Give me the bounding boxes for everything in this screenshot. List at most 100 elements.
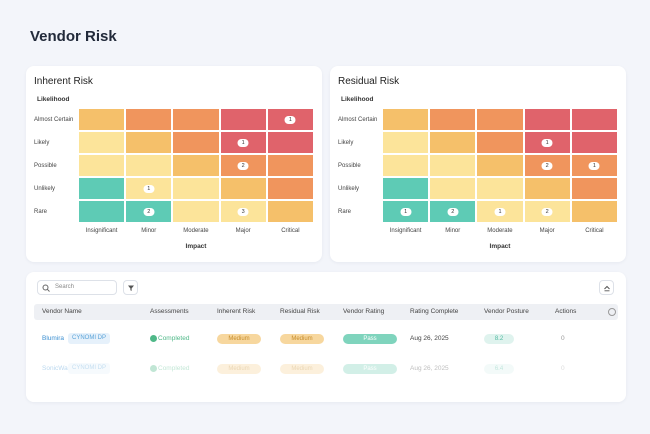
column-label: Insignificant	[389, 228, 422, 234]
search-box[interactable]: Search	[37, 280, 117, 295]
heatmap-cell	[382, 108, 430, 131]
heatmap-panel: Inherent Risk Likelihood Almost Certain 1 Li…	[26, 66, 322, 262]
row-label: Almost Certain	[338, 116, 378, 123]
x-axis-label: Impact	[185, 243, 207, 250]
heatmap-cell	[78, 177, 126, 200]
x-axis-label: Impact	[489, 243, 511, 250]
heatmap-cell	[266, 177, 314, 200]
heatmap-cell	[429, 154, 477, 177]
heatmap-cell	[382, 131, 430, 154]
heatmap-cell	[382, 177, 430, 200]
vendor-name[interactable]: SonicWall	[42, 365, 71, 372]
filter-icon	[128, 285, 134, 291]
count-badge: 2	[541, 207, 553, 216]
panel-title: Inherent Risk	[34, 76, 93, 87]
heatmap-cell	[476, 177, 524, 200]
collapse-button[interactable]	[599, 280, 614, 295]
row-label: Rare	[338, 208, 352, 215]
heatmap-cell	[476, 154, 524, 177]
row-label: Rare	[34, 208, 48, 215]
column-header: Vendor Rating	[343, 308, 385, 315]
heatmap-cell: 1	[523, 131, 571, 154]
vendor-posture-pill: 8.2	[484, 334, 514, 344]
vendor-tag: CYNOMI DP	[68, 363, 111, 374]
table-header: Vendor Name Assessments Inherent Risk Resid…	[34, 304, 618, 320]
heatmap-cell: 3	[219, 200, 267, 223]
vendor-rating-pill: Pass	[343, 334, 397, 344]
heatmap-cell	[570, 177, 618, 200]
heatmap-cell: 1	[476, 200, 524, 223]
assessment-status: Completed	[158, 365, 190, 372]
add-column-button[interactable]	[608, 308, 616, 316]
table-row: SonicWall CYNOMI DP Completed Medium Medium P…	[34, 360, 618, 378]
column-label: Moderate	[487, 228, 513, 234]
count-badge: 2	[237, 161, 249, 170]
collapse-icon	[604, 285, 610, 292]
row-label: Unlikely	[338, 185, 360, 192]
heatmap-cell: 1	[125, 177, 173, 200]
column-label: Critical	[585, 228, 604, 234]
inherent-risk-pill: Medium	[217, 364, 261, 374]
vendor-posture-pill: 6.4	[484, 364, 514, 374]
count-badge: 1	[143, 184, 155, 193]
heatmap-cell: 1	[266, 108, 314, 131]
actions-count[interactable]: 0	[561, 365, 565, 372]
vendor-rating-pill: Pass	[343, 364, 397, 374]
heatmap-cell	[429, 108, 477, 131]
count-badge: 2	[447, 207, 459, 216]
vendor-tag: CYNOMI DP	[68, 333, 111, 344]
heatmap-cell	[125, 108, 173, 131]
heatmap-cell	[429, 131, 477, 154]
search-icon	[42, 284, 50, 292]
filter-button[interactable]	[123, 280, 138, 295]
heatmap-cell	[172, 177, 220, 200]
row-label: Almost Certain	[34, 116, 74, 123]
column-header: Rating Complete	[410, 308, 459, 315]
heatmap-cell	[429, 177, 477, 200]
heatmap-cell	[523, 177, 571, 200]
heatmap-cell	[476, 131, 524, 154]
y-axis-label: Likelihood	[341, 96, 374, 103]
heatmap-cell	[523, 108, 571, 131]
actions-count[interactable]: 0	[561, 335, 565, 342]
column-label: Minor	[445, 228, 461, 234]
column-label: Insignificant	[85, 228, 118, 234]
column-header: Residual Risk	[280, 308, 320, 315]
heatmap-cell: 2	[429, 200, 477, 223]
heatmap-cell	[172, 154, 220, 177]
column-header: Inherent Risk	[217, 308, 256, 315]
count-badge: 1	[588, 161, 600, 170]
heatmap-cell: 2	[125, 200, 173, 223]
column-label: Major	[235, 228, 251, 234]
heatmap-cell	[476, 108, 524, 131]
column-label: Moderate	[183, 228, 209, 234]
heatmap-cell	[78, 108, 126, 131]
status-icon	[150, 335, 157, 342]
count-badge: 2	[541, 161, 553, 170]
heatmap-cell	[570, 108, 618, 131]
heatmap-cell	[382, 154, 430, 177]
count-badge: 1	[494, 207, 506, 216]
column-label: Critical	[281, 228, 300, 234]
heatmap-cell: 2	[523, 154, 571, 177]
heatmap-cell: 1	[382, 200, 430, 223]
heatmap-panel: Residual Risk Likelihood Almost Certain Lik…	[330, 66, 626, 262]
residual-risk-pill: Medium	[280, 364, 324, 374]
heatmap-cell	[570, 200, 618, 223]
heatmap-cell: 1	[570, 154, 618, 177]
heatmap-cell	[78, 131, 126, 154]
column-header: Vendor Name	[42, 308, 82, 315]
fade-overlay	[26, 372, 626, 402]
count-badge: 2	[143, 207, 155, 216]
heatmap-cell	[125, 154, 173, 177]
row-label: Likely	[338, 139, 354, 146]
y-axis-label: Likelihood	[37, 96, 70, 103]
vendor-name[interactable]: Blumira	[42, 335, 65, 342]
row-label: Unlikely	[34, 185, 56, 192]
count-badge: 1	[541, 138, 553, 147]
count-badge: 3	[237, 207, 249, 216]
inherent-risk-pill: Medium	[217, 334, 261, 344]
count-badge: 1	[237, 138, 249, 147]
residual-risk-pill: Medium	[280, 334, 324, 344]
